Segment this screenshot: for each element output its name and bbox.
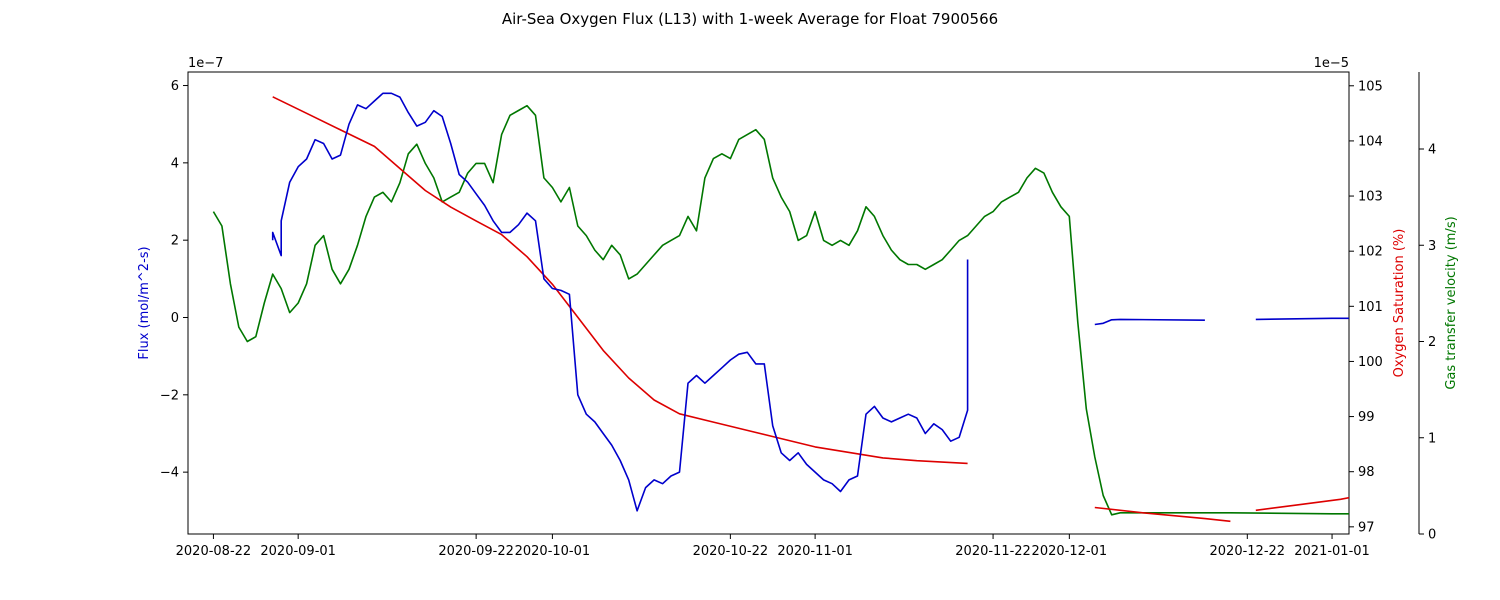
far-right-axis-label: Gas transfer velocity (m/s) xyxy=(1444,216,1459,389)
left-axis-label: Flux (mol/m^2-s) xyxy=(137,246,152,359)
x-tick-label: 2020-09-01 xyxy=(260,544,336,559)
left-axis-multiplier: 1e−7 xyxy=(188,56,223,71)
x-tick-label: 2020-11-01 xyxy=(777,544,853,559)
right-axis-tick-label: 101 xyxy=(1358,300,1383,315)
x-tick-label: 2020-12-01 xyxy=(1032,544,1108,559)
right-axis-tick-label: 105 xyxy=(1358,79,1383,94)
right-axis-tick-label: 98 xyxy=(1358,465,1375,480)
right-axis-tick-label: 104 xyxy=(1358,134,1383,149)
right-axis-multiplier: 1e−5 xyxy=(1314,56,1349,71)
x-tick-label: 2020-11-22 xyxy=(955,544,1031,559)
far-right-axis-tick-label: 0 xyxy=(1428,528,1436,543)
oxygen-saturation-series-line xyxy=(1094,506,1231,523)
right-axis-tick-label: 97 xyxy=(1358,520,1375,535)
left-axis-tick-label: 6 xyxy=(171,79,179,94)
right-axis-label: Oxygen Saturation (%) xyxy=(1392,229,1407,378)
gas-transfer-velocity-series-line xyxy=(212,104,1349,516)
flux-series-line xyxy=(1094,318,1205,326)
far-right-axis-tick-label: 1 xyxy=(1428,431,1436,446)
oxygen-saturation-series-line xyxy=(1255,496,1349,512)
flux-series-line xyxy=(1255,317,1349,321)
x-tick-label: 2020-10-22 xyxy=(693,544,769,559)
left-axis-tick-label: −2 xyxy=(160,388,179,403)
left-axis-tick-label: 2 xyxy=(171,234,179,249)
right-axis-tick-label: 102 xyxy=(1358,245,1383,260)
far-right-axis-tick-label: 3 xyxy=(1428,239,1436,254)
right-axis-tick-label: 103 xyxy=(1358,190,1383,205)
right-axis-tick-label: 99 xyxy=(1358,410,1375,425)
x-tick-label: 2021-01-01 xyxy=(1294,544,1370,559)
chart-title: Air-Sea Oxygen Flux (L13) with 1-week Av… xyxy=(502,10,998,28)
x-tick-label: 2020-10-01 xyxy=(515,544,591,559)
x-tick-label: 2020-08-22 xyxy=(176,544,252,559)
oxygen-saturation-series-line xyxy=(272,96,968,465)
right-axis-tick-label: 100 xyxy=(1358,355,1383,370)
x-tick-label: 2020-12-22 xyxy=(1210,544,1286,559)
plot-frame xyxy=(187,71,1350,535)
left-axis-tick-label: −4 xyxy=(160,466,179,481)
plot-area: 2020-08-22 2020-09-01 2020-09-22 2020-10-01… xyxy=(160,71,1436,559)
left-axis-tick-label: 4 xyxy=(171,156,179,171)
far-right-axis-tick-label: 2 xyxy=(1428,335,1436,350)
flux-series-line xyxy=(271,92,969,512)
x-tick-label: 2020-09-22 xyxy=(438,544,514,559)
left-axis-tick-label: 0 xyxy=(171,311,179,326)
far-right-axis-tick-label: 4 xyxy=(1428,143,1436,158)
